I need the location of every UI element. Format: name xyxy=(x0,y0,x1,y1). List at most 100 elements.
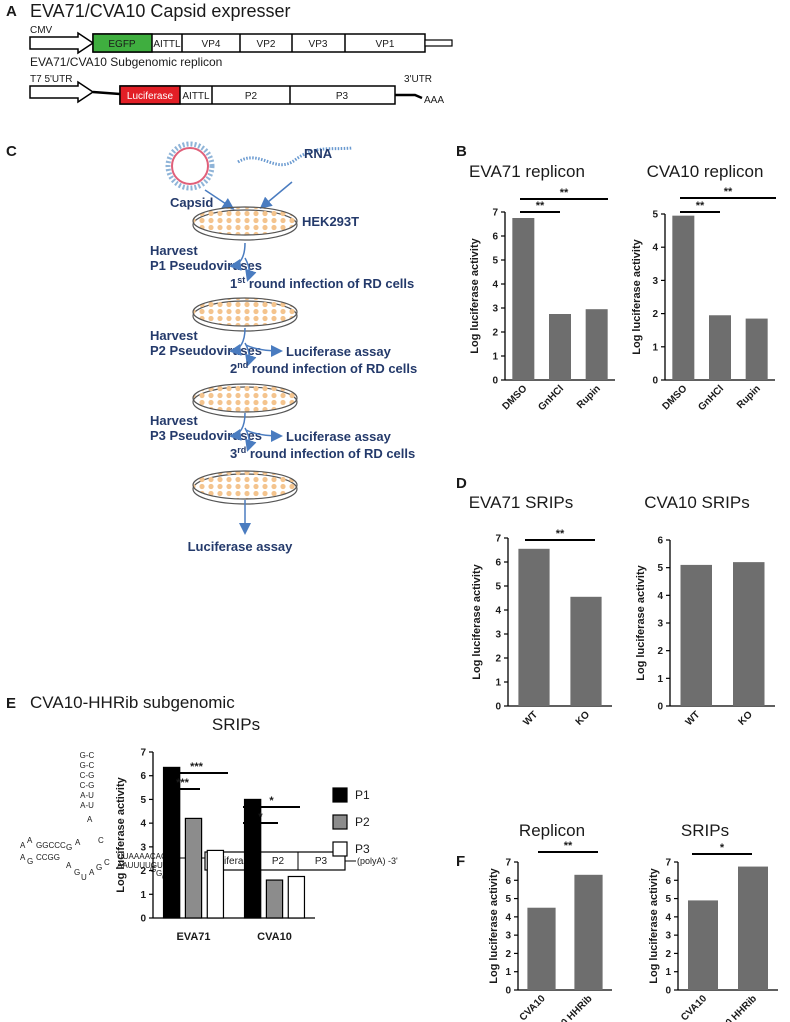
y-tick-label: 3 xyxy=(140,842,146,853)
rna-base: UUAAAACAG xyxy=(117,852,167,861)
y-tick-label: 0 xyxy=(140,914,146,925)
bar xyxy=(527,907,556,990)
significance-label: ** xyxy=(560,187,569,199)
y-tick-label: 4 xyxy=(505,912,511,923)
bar xyxy=(243,798,262,919)
significance-label: * xyxy=(269,795,274,807)
bar xyxy=(265,879,284,919)
chart-title: EVA71 SRIPs xyxy=(469,493,574,512)
significance-label: *** xyxy=(190,761,204,773)
bar xyxy=(672,215,695,380)
y-tick-label: 5 xyxy=(652,210,658,221)
segment-dividers xyxy=(181,34,346,52)
bar xyxy=(549,314,571,380)
capsid-icon xyxy=(165,141,215,191)
tail-box xyxy=(424,39,453,47)
stem-pair: A-U xyxy=(80,801,94,810)
significance-label: ** xyxy=(724,186,733,198)
y-tick-label: 2 xyxy=(492,328,498,339)
y-tick-label: 4 xyxy=(140,819,146,830)
x-tick-label: GnHCl xyxy=(696,383,726,413)
panel-letter: E xyxy=(6,695,16,712)
y-tick-label: 2 xyxy=(657,646,663,657)
y-tick-label: 1 xyxy=(657,674,663,685)
round-label: 1st round infection of RD cells xyxy=(230,275,414,291)
legend-swatch xyxy=(332,841,348,857)
segment-label: VP2 xyxy=(257,39,276,50)
capsid-label: Capsid xyxy=(170,195,213,210)
y-axis-label: Log luciferase activity xyxy=(469,237,481,353)
bar xyxy=(574,874,603,990)
chart-title: Replicon xyxy=(519,821,585,840)
arrow xyxy=(229,412,246,441)
segment-label: P3 xyxy=(336,91,349,102)
significance-label: ** xyxy=(556,528,565,540)
y-tick-label: 4 xyxy=(657,591,663,602)
rna-icon xyxy=(237,146,353,167)
y-tick-label: 0 xyxy=(665,986,671,997)
y-tick-label: 2 xyxy=(652,309,658,320)
stem-pair: G-C xyxy=(80,761,95,770)
harvest-label: Harvest xyxy=(150,328,198,343)
assay-label: Luciferase assay xyxy=(286,344,392,359)
rna-base: G xyxy=(96,863,102,872)
arrow xyxy=(229,327,246,356)
segment-label: VP4 xyxy=(202,39,221,50)
y-tick-label: 1 xyxy=(492,352,498,363)
assay-label: Luciferase assay xyxy=(286,429,392,444)
round-suffix: nd xyxy=(237,360,248,370)
round-label: 3rd round infection of RD cells xyxy=(230,445,415,461)
stem-pair: G-C xyxy=(80,751,95,760)
y-tick-label: 5 xyxy=(505,894,511,905)
chart: SRIPs Log luciferase activity 0 1 2 3 4 5 6 7 EVA7… xyxy=(115,715,370,943)
y-axis-label: Log luciferase activity xyxy=(635,564,647,680)
panel-letter: B xyxy=(456,143,467,160)
y-tick-label: 6 xyxy=(665,876,671,887)
y-tick-label: 5 xyxy=(495,582,501,593)
y-tick-label: 1 xyxy=(665,967,671,978)
legend-label: P1 xyxy=(355,788,370,802)
cell-label: HEK293T xyxy=(302,214,359,229)
pv-label: P3 Pseudoviruses xyxy=(150,428,262,443)
y-tick-label: 4 xyxy=(495,606,501,617)
y-tick-label: 7 xyxy=(665,858,671,869)
significance-label: * xyxy=(258,811,263,823)
segment-label: P3 xyxy=(315,856,328,867)
chart-title: SRIPs xyxy=(681,821,729,840)
bar xyxy=(680,564,712,706)
bar xyxy=(733,562,765,706)
pv-label: P1 Pseudoviruses xyxy=(150,258,262,273)
bar xyxy=(162,766,181,919)
dish xyxy=(192,470,298,500)
bar xyxy=(570,596,602,706)
rna-base: AAUUUUGUC xyxy=(117,861,169,870)
chart: EVA71 replicon Log luciferase activity 0 1 2… xyxy=(469,162,615,413)
stem-pair: A-U xyxy=(80,791,94,800)
rna-base: C xyxy=(98,836,104,845)
harvest-label: Harvest xyxy=(150,243,198,258)
polya-label: AAA xyxy=(424,95,444,106)
y-tick-label: 3 xyxy=(657,619,663,630)
round-text: round infection of RD cells xyxy=(248,361,417,376)
rna-base: A xyxy=(20,853,26,862)
round-number: 3 xyxy=(230,446,237,461)
utr-label: 3'UTR xyxy=(404,74,432,85)
panel-letter: C xyxy=(6,143,17,160)
arrow xyxy=(204,189,235,210)
stem-pair: C-G xyxy=(80,771,95,780)
bar xyxy=(709,315,731,380)
bar xyxy=(512,218,535,380)
y-tick-label: 6 xyxy=(505,876,511,887)
y-tick-label: 2 xyxy=(140,866,146,877)
promoter-arrow xyxy=(29,80,95,104)
y-tick-label: 6 xyxy=(140,771,146,782)
rna-label: RNA xyxy=(304,146,333,161)
chart-title: CVA10 SRIPs xyxy=(644,493,750,512)
assay-label: Luciferase assay xyxy=(188,539,294,554)
significance-label: ** xyxy=(696,200,705,212)
y-tick-label: 0 xyxy=(505,986,511,997)
segment-label: P2 xyxy=(272,856,285,867)
x-tick-label: KO xyxy=(574,709,593,728)
segment-label: Luciferase xyxy=(127,91,174,102)
